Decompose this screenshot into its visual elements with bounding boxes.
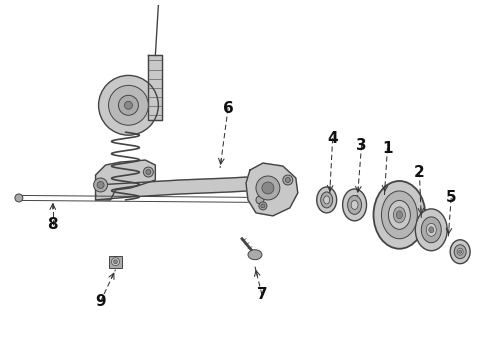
Ellipse shape — [343, 189, 367, 221]
Polygon shape — [246, 163, 298, 216]
Text: 6: 6 — [222, 101, 233, 116]
Text: 3: 3 — [356, 138, 367, 153]
Text: 4: 4 — [327, 131, 338, 146]
Ellipse shape — [351, 201, 358, 210]
Circle shape — [97, 181, 104, 189]
Text: 2: 2 — [414, 165, 425, 180]
Polygon shape — [96, 160, 155, 200]
Circle shape — [108, 85, 148, 125]
Text: 5: 5 — [446, 190, 457, 206]
Ellipse shape — [429, 227, 434, 233]
Ellipse shape — [317, 187, 337, 213]
Ellipse shape — [416, 209, 447, 251]
Circle shape — [256, 196, 264, 204]
Text: 1: 1 — [382, 141, 392, 156]
Circle shape — [285, 177, 290, 183]
Ellipse shape — [324, 196, 330, 204]
Text: 8: 8 — [48, 217, 58, 232]
Ellipse shape — [457, 248, 463, 255]
Circle shape — [98, 75, 158, 135]
FancyBboxPatch shape — [108, 256, 122, 268]
Text: 7: 7 — [257, 287, 267, 302]
Circle shape — [262, 182, 274, 194]
Polygon shape — [148, 55, 162, 120]
Circle shape — [112, 258, 120, 266]
Ellipse shape — [393, 207, 405, 223]
Ellipse shape — [454, 245, 466, 259]
Text: 9: 9 — [95, 294, 106, 309]
Ellipse shape — [347, 195, 362, 214]
Polygon shape — [96, 174, 290, 200]
Ellipse shape — [396, 211, 402, 219]
Circle shape — [124, 101, 132, 109]
Ellipse shape — [421, 217, 441, 243]
Ellipse shape — [450, 240, 470, 264]
Circle shape — [15, 194, 23, 202]
Ellipse shape — [389, 201, 410, 229]
Ellipse shape — [459, 250, 462, 253]
Ellipse shape — [373, 181, 425, 249]
Ellipse shape — [426, 223, 436, 236]
Circle shape — [114, 260, 118, 264]
Ellipse shape — [248, 250, 262, 260]
Circle shape — [119, 95, 138, 115]
Ellipse shape — [321, 192, 333, 208]
Circle shape — [256, 176, 280, 200]
Circle shape — [259, 202, 267, 210]
Circle shape — [94, 178, 107, 192]
Circle shape — [283, 175, 293, 185]
Ellipse shape — [382, 191, 417, 239]
Circle shape — [144, 167, 153, 177]
Circle shape — [146, 170, 151, 175]
Circle shape — [261, 204, 265, 208]
